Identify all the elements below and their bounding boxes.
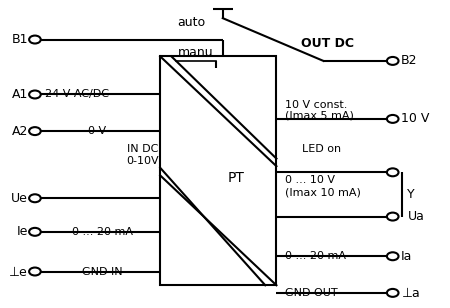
Text: 10 V: 10 V: [401, 112, 429, 125]
Text: 0 ... 20 mA: 0 ... 20 mA: [72, 227, 132, 237]
Bar: [160, 56, 276, 285]
Text: Ie: Ie: [17, 225, 28, 238]
Text: $⊥$a: $⊥$a: [401, 286, 420, 300]
Text: Ue: Ue: [11, 192, 28, 205]
Text: A1: A1: [12, 88, 28, 101]
Text: (Imax 10 mA): (Imax 10 mA): [285, 187, 361, 197]
Text: Ua: Ua: [407, 210, 424, 223]
Text: 24 V AC/DC: 24 V AC/DC: [45, 90, 109, 99]
Text: Y: Y: [407, 188, 415, 201]
Text: GND OUT: GND OUT: [285, 288, 338, 298]
Text: 0 ... 10 V: 0 ... 10 V: [285, 175, 335, 185]
Text: Ia: Ia: [401, 250, 412, 263]
Text: (Imax 5 mA): (Imax 5 mA): [285, 111, 354, 121]
Text: B1: B1: [12, 33, 28, 46]
Text: 0 V: 0 V: [89, 126, 107, 136]
Text: IN DC
0-10V: IN DC 0-10V: [126, 144, 158, 166]
Text: PT: PT: [227, 171, 244, 185]
Text: 0 ... 20 mA: 0 ... 20 mA: [285, 251, 346, 261]
Text: manu: manu: [178, 47, 214, 59]
Text: GND IN: GND IN: [82, 266, 122, 277]
Text: $⊥$e: $⊥$e: [8, 265, 28, 278]
Text: LED on: LED on: [302, 144, 341, 154]
Text: B2: B2: [401, 55, 417, 67]
Text: A2: A2: [12, 125, 28, 138]
Text: 10 V const.: 10 V const.: [285, 100, 348, 110]
Text: OUT DC: OUT DC: [302, 37, 354, 50]
Text: auto: auto: [177, 16, 206, 29]
